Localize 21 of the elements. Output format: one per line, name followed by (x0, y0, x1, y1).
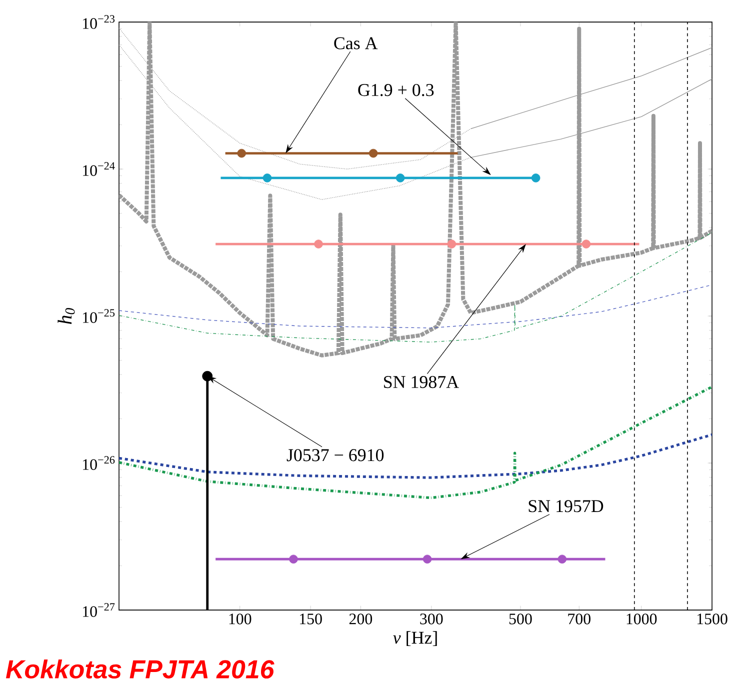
x-tick-label: 500 (509, 614, 532, 624)
text: Kokkotas FPJTA 2016 (6, 659, 274, 679)
x-tick-label: 1000 (626, 614, 657, 624)
x-tick-label: 300 (420, 614, 443, 624)
y-tick-label: 10$^{−26}$ (83, 456, 115, 470)
annotation: Cas A (334, 37, 378, 50)
y-axis-title: h$_{0}$ (58, 308, 75, 324)
x-tick-label: 1500 (697, 614, 728, 624)
y-tick-label: 10$^{−24}$ (83, 162, 115, 176)
x-axis-title: ν [Hz] (393, 631, 437, 646)
y-tick-label: 10$^{−25}$ (83, 309, 115, 323)
x-tick-label: 200 (349, 614, 372, 624)
annotation: SN 1957D (528, 500, 604, 512)
annotation: G1.9 + 0.3 (358, 84, 434, 96)
x-tick-label: 150 (300, 614, 322, 624)
y-tick-label: 10$^{−23}$ (83, 15, 115, 29)
annotation: SN 1987A (384, 376, 459, 388)
annotation: J0537 − 6910 (286, 449, 384, 462)
y-tick-label: 10$^{−27}$ (83, 603, 115, 617)
x-tick-label: 700 (568, 614, 590, 624)
x-tick-label: 100 (229, 614, 252, 624)
